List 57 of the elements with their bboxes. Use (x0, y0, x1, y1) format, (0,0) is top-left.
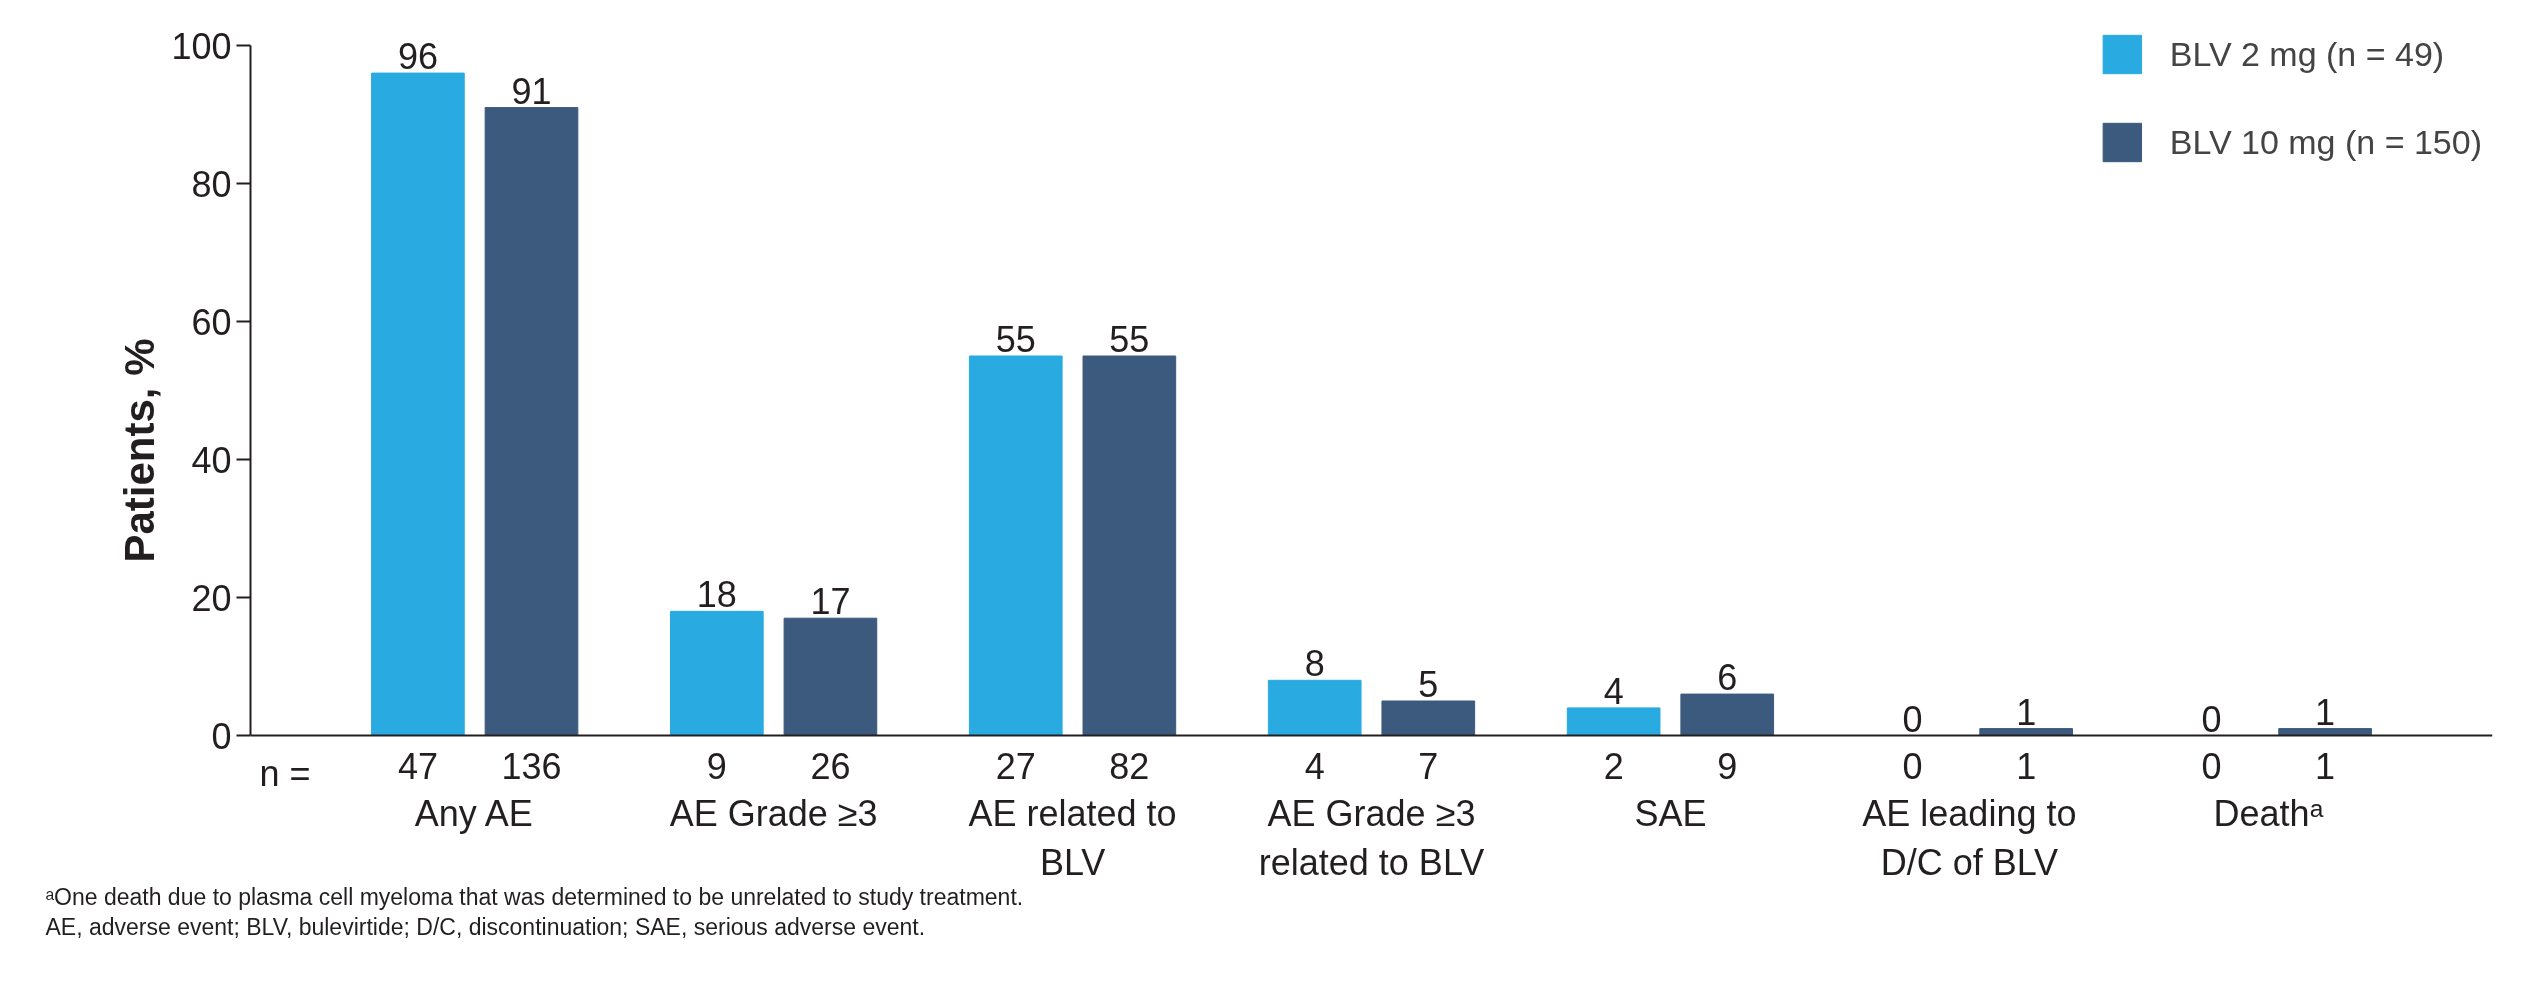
text: 136 (501, 745, 562, 787)
data-label: 55 (1109, 319, 1150, 360)
text: 1 (2315, 745, 2336, 787)
bar (1566, 707, 1661, 736)
text: 4 (1304, 745, 1325, 787)
text: 0 (2201, 745, 2222, 787)
data-label: 8 (1304, 643, 1325, 685)
y-tick-label: 20 (191, 577, 232, 619)
text: 2 (1603, 745, 1624, 787)
text: 26 (810, 745, 851, 787)
x-tick-label: Deathᵃ (2213, 792, 2324, 834)
data-label: 6 (1717, 657, 1738, 699)
data-label: 17 (810, 581, 851, 623)
y-axis-title: Patients, % (116, 338, 164, 563)
data-label: 0 (2201, 698, 2222, 740)
y-tick-label: 100 (171, 25, 232, 67)
y-tick-label: 80 (191, 163, 232, 205)
text: 9 (1717, 745, 1738, 787)
text: 9 (706, 745, 727, 787)
bar (1082, 355, 1177, 736)
data-label: 1 (2016, 691, 2037, 733)
text: n = (259, 752, 311, 794)
data-label: 5 (1418, 664, 1439, 705)
x-tick-label: AE related to BLV (968, 792, 1177, 883)
text: 1 (2016, 745, 2037, 787)
bar (670, 610, 764, 736)
text: 82 (1109, 745, 1150, 787)
text: 27 (995, 745, 1036, 787)
text: AE, adverse event; BLV, bulevirtide; D/C, discontinuation; SAE, serious adverse event. (45, 913, 926, 940)
text: ᵃOne death due to plasma cell myeloma that was determined to be unrelated to study treatment. (45, 883, 1024, 910)
x-tick-label: SAE (1634, 792, 1707, 834)
bar (1267, 679, 1362, 736)
text: 47 (397, 745, 438, 787)
data-label: 4 (1603, 670, 1624, 712)
bar (783, 617, 878, 736)
data-label: 91 (511, 70, 552, 112)
x-tick-label: AE Grade ≥3 (669, 792, 878, 834)
bar (1381, 700, 1476, 736)
legend-label: BLV 10 mg (n = 150) (2169, 122, 2482, 162)
data-label: 1 (2315, 691, 2336, 733)
x-tick-label: AE Grade ≥3 related to BLV (1258, 792, 1485, 883)
text: 7 (1418, 745, 1439, 787)
data-label: 96 (397, 36, 438, 78)
y-tick-label: 40 (191, 439, 232, 481)
text: 0 (1902, 745, 1923, 787)
data-label: 55 (995, 319, 1036, 360)
bar (1680, 693, 1775, 736)
y-tick-label: 0 (211, 715, 232, 757)
bar (371, 72, 465, 736)
bar (484, 107, 579, 736)
x-tick-label: AE leading to D/C of BLV (1862, 792, 2077, 883)
data-label: 18 (696, 574, 737, 616)
bar (968, 355, 1063, 736)
data-label: 0 (1902, 698, 1923, 740)
legend-label: BLV 2 mg (n = 49) (2169, 34, 2445, 74)
y-tick-label: 60 (191, 301, 232, 343)
x-tick-label: Any AE (414, 792, 533, 834)
